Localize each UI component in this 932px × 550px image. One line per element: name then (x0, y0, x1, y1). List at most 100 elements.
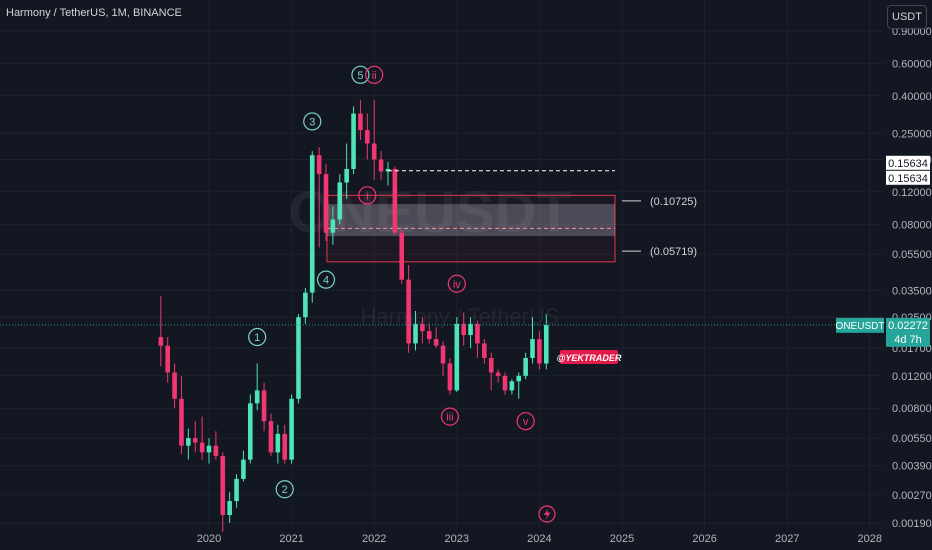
candle (254, 363, 260, 411)
y-tick-label: 0.00190 (892, 518, 932, 530)
level-badge-text: 0.15634 (888, 158, 928, 170)
candle (502, 372, 508, 395)
lightning-icon[interactable] (538, 505, 556, 523)
y-tick-label: 0.90000 (892, 26, 932, 38)
candle (420, 317, 425, 344)
candle-body (282, 433, 288, 460)
candle (268, 413, 274, 456)
candle (447, 357, 453, 395)
x-tick-label: 2023 (445, 533, 469, 545)
candle (488, 352, 494, 391)
wave-label-text: v (523, 416, 529, 428)
level-badge (886, 170, 930, 185)
candle (289, 394, 294, 464)
candle (186, 428, 191, 460)
candle-body (261, 390, 267, 422)
candle-body (475, 323, 480, 344)
candle-body (426, 331, 432, 340)
candle (330, 206, 336, 245)
y-tick-label: 0.01200 (892, 371, 932, 383)
watermark-ticker: ONEUSDT (288, 180, 572, 245)
currency-unit-button[interactable]: USDT (887, 5, 927, 29)
candle-body (351, 113, 356, 169)
wave-label-circle (440, 407, 460, 426)
candle-body (433, 339, 439, 346)
candle (523, 352, 528, 380)
candle-body (289, 398, 294, 460)
candle-body (206, 445, 212, 453)
candle (351, 106, 356, 175)
author-tag-bg (560, 350, 618, 364)
lightning-icon-bolt (544, 508, 551, 520)
candle (426, 323, 432, 344)
candle-body (482, 343, 487, 358)
candle-body (399, 232, 405, 280)
candle (199, 416, 205, 460)
wave-label[interactable]: i (358, 186, 377, 205)
wave-label-text: i (366, 190, 368, 202)
candle-body (509, 381, 515, 391)
wave-label[interactable]: 2 (275, 480, 294, 499)
candle-body (158, 337, 164, 346)
candle (537, 331, 542, 370)
candle (509, 379, 515, 395)
wave-label[interactable]: 1 (248, 327, 267, 347)
x-tick-label: 2026 (692, 533, 716, 545)
y-tick-label: 0.05500 (892, 249, 932, 261)
wave-label-circle (248, 327, 267, 347)
candle-body (268, 421, 274, 453)
supply-demand-zone[interactable]: (0.10725) (0.05719) (326, 194, 697, 263)
candle-body (543, 324, 549, 364)
wave-label-text: 5 (357, 70, 363, 82)
wave-label[interactable]: iii (440, 407, 460, 426)
x-tick-label: 2020 (197, 533, 221, 545)
wave-label-circle (275, 480, 294, 499)
y-tick-label: 0.00270 (892, 490, 932, 502)
candle (543, 314, 549, 370)
author-tag: @YEKTRADER (557, 350, 622, 364)
candle-body (213, 445, 219, 456)
candle (213, 431, 219, 460)
candle-body (385, 168, 391, 172)
wave-label[interactable]: 3 (303, 112, 322, 131)
wave-label[interactable]: ii (365, 65, 384, 84)
wave-label[interactable]: v (516, 412, 535, 431)
candle-body (461, 323, 466, 336)
candle (275, 424, 281, 464)
wave-label[interactable]: iv (447, 274, 466, 293)
wave-label[interactable]: 5 (351, 65, 370, 84)
candle-body (316, 155, 322, 175)
candle (220, 452, 226, 532)
y-axis[interactable]: 0.900000.600000.400000.250000.180000.120… (892, 26, 932, 530)
candle-body (186, 438, 191, 446)
candle-body (413, 323, 418, 344)
candle (482, 339, 487, 364)
candle (392, 166, 398, 235)
wave-label-circle (516, 412, 535, 431)
x-axis[interactable]: 2020 2021 2022 2023 2024 2025 2026 2027 2028 (197, 533, 882, 545)
wave-label-text: iii (446, 412, 453, 424)
symbol-title[interactable]: Harmony / TetherUS, 1M, BINANCE (6, 7, 182, 19)
price-badges: 0.15634 0.15634 ONEUSDT 0.02272 4d 7h (836, 155, 930, 347)
y-tick-label: 0.40000 (892, 91, 932, 103)
candle-body (365, 130, 370, 144)
candle (406, 265, 411, 353)
y-tick-label: 0.08000 (892, 219, 932, 231)
zone-level-label: (0.05719) (650, 246, 697, 258)
candle-body (523, 357, 528, 376)
x-tick-label: 2028 (858, 533, 882, 545)
candle-body (241, 459, 246, 479)
wave-label-text: iv (453, 279, 461, 291)
candle (413, 311, 418, 351)
candle-body (275, 433, 281, 453)
y-tick-label: 0.12000 (892, 187, 932, 199)
wave-label[interactable]: 4 (316, 270, 336, 289)
wave-label-circle (303, 112, 322, 131)
y-tick-label: 0.25000 (892, 128, 932, 140)
candle-body (537, 339, 542, 364)
wave-label-text: 1 (254, 332, 260, 344)
candle-body (495, 372, 501, 376)
candle (378, 151, 384, 180)
